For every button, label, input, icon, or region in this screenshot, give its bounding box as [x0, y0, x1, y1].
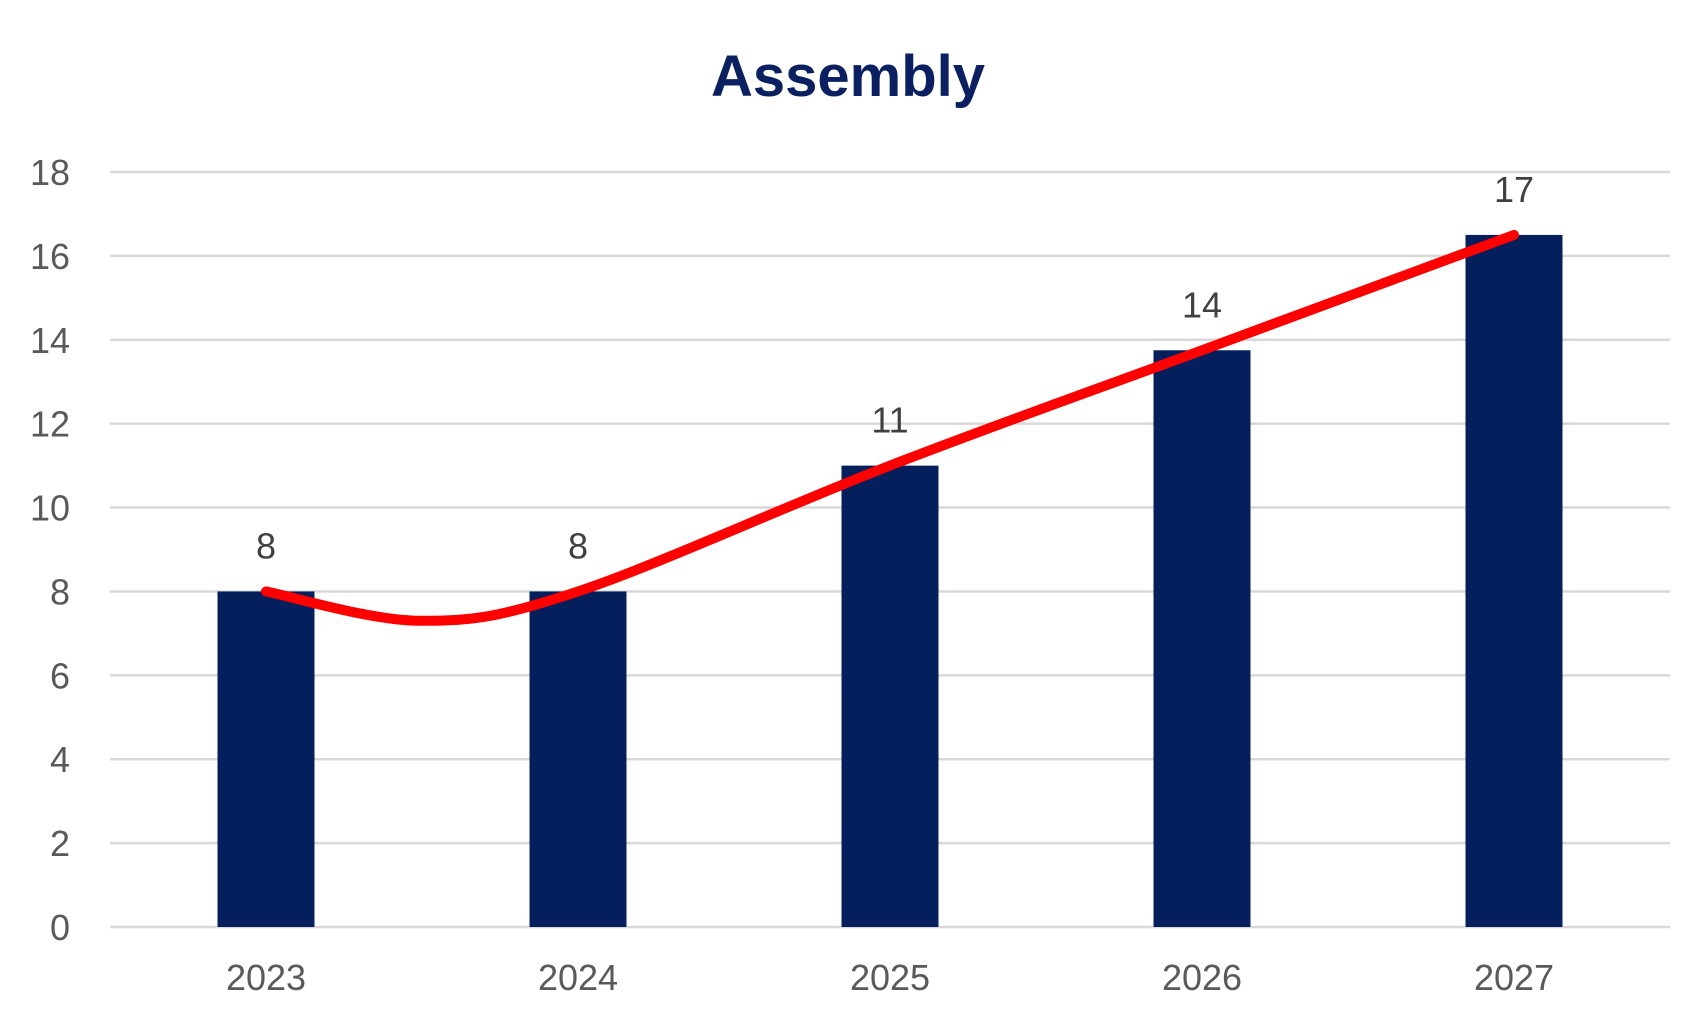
bar-2024 [529, 591, 627, 927]
x-tick-label-2027: 2027 [1474, 957, 1554, 998]
y-tick-label: 4 [50, 739, 70, 780]
data-label-2025: 11 [871, 400, 908, 441]
y-tick-label: 14 [30, 320, 70, 361]
bar-2026 [1153, 350, 1251, 927]
y-tick-label: 18 [30, 152, 70, 193]
x-tick-label-2026: 2026 [1162, 957, 1242, 998]
x-tick-label-2024: 2024 [538, 957, 618, 998]
data-label-2023: 8 [256, 525, 276, 566]
data-label-layer: 8 8 11 14 17 [256, 169, 1534, 567]
y-tick-label: 6 [50, 655, 70, 696]
y-tick-label: 16 [30, 236, 70, 277]
chart-title: Assembly [711, 44, 985, 109]
y-axis-layer: 0 2 4 6 8 10 12 14 16 18 [30, 152, 70, 948]
data-label-2026: 14 [1182, 284, 1222, 325]
bar-layer [217, 234, 1563, 927]
bar-2025 [841, 465, 939, 927]
trend-curve-layer [261, 229, 1519, 626]
data-label-2027: 17 [1494, 169, 1534, 210]
x-axis-labels: 2023 2024 2025 2026 2027 [226, 957, 1554, 998]
bar-2023 [217, 591, 315, 927]
y-tick-label: 8 [50, 571, 70, 612]
y-tick-label: 12 [30, 404, 70, 445]
trend-curve [261, 229, 1519, 626]
data-label-2024: 8 [568, 525, 588, 566]
bar-2027 [1465, 234, 1563, 927]
y-tick-label: 2 [50, 823, 70, 864]
x-tick-label-2023: 2023 [226, 957, 306, 998]
y-tick-label: 10 [30, 488, 70, 529]
y-tick-label: 0 [50, 907, 70, 948]
x-tick-label-2025: 2025 [850, 957, 930, 998]
